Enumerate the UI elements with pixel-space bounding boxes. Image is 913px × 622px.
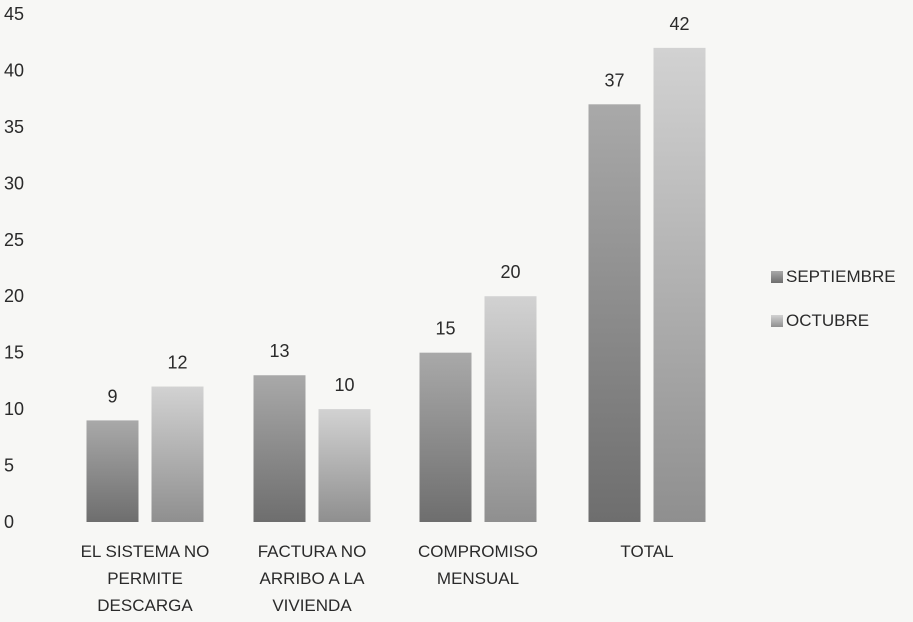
category-label-line: EL SISTEMA NO [81, 542, 210, 561]
data-label: 15 [435, 319, 455, 339]
category-label-line: PERMITE [107, 569, 183, 588]
legend-swatch [771, 271, 783, 283]
bar-octubre-0 [151, 386, 204, 522]
data-labels: 9 12 13 10 15 20 37 42 [107, 14, 689, 407]
category-label: FACTURA NO ARRIBO A LA VIVIENDA [258, 542, 367, 615]
data-label: 42 [669, 14, 689, 34]
bar-septiembre-2 [419, 352, 472, 522]
category-label-line: MENSUAL [437, 569, 519, 588]
x-axis: EL SISTEMA NO PERMITE DESCARGA FACTURA NO AR… [81, 542, 674, 615]
bar-septiembre-0 [86, 420, 139, 522]
y-tick-label: 40 [4, 60, 24, 80]
category-label-line: VIVIENDA [272, 596, 352, 615]
y-tick-label: 20 [4, 286, 24, 306]
category-label-line: FACTURA NO [258, 542, 367, 561]
legend-label: SEPTIEMBRE [786, 267, 896, 286]
y-tick-label: 25 [4, 230, 24, 250]
bar-octubre-2 [484, 296, 537, 522]
y-tick-label: 5 [4, 456, 14, 476]
legend: SEPTIEMBRE OCTUBRE [771, 267, 896, 330]
bar-septiembre-3 [588, 104, 641, 523]
data-label: 37 [604, 70, 624, 90]
bar-septiembre-1 [253, 375, 306, 522]
category-label-line: ARRIBO A LA [260, 569, 366, 588]
bars [86, 47, 706, 523]
data-label: 13 [269, 341, 289, 361]
category-label: COMPROMISO MENSUAL [418, 542, 538, 588]
y-tick-label: 0 [4, 512, 14, 532]
category-label: TOTAL [620, 542, 673, 561]
legend-swatch [771, 315, 783, 327]
category-label-line: DESCARGA [97, 596, 193, 615]
y-tick-label: 35 [4, 117, 24, 137]
category-label-line: COMPROMISO [418, 542, 538, 561]
category-label: EL SISTEMA NO PERMITE DESCARGA [81, 542, 210, 615]
y-tick-label: 10 [4, 399, 24, 419]
y-axis: 0 5 10 15 20 25 30 35 40 45 [4, 4, 24, 532]
bar-octubre-1 [318, 409, 371, 522]
data-label: 12 [167, 353, 187, 373]
data-label: 20 [500, 262, 520, 282]
y-tick-label: 45 [4, 4, 24, 24]
bar-octubre-3 [653, 47, 706, 522]
legend-label: OCTUBRE [786, 311, 869, 330]
data-label: 9 [107, 386, 117, 406]
category-label-line: TOTAL [620, 542, 673, 561]
y-tick-label: 15 [4, 343, 24, 363]
y-tick-label: 30 [4, 173, 24, 193]
data-label: 10 [334, 375, 354, 395]
